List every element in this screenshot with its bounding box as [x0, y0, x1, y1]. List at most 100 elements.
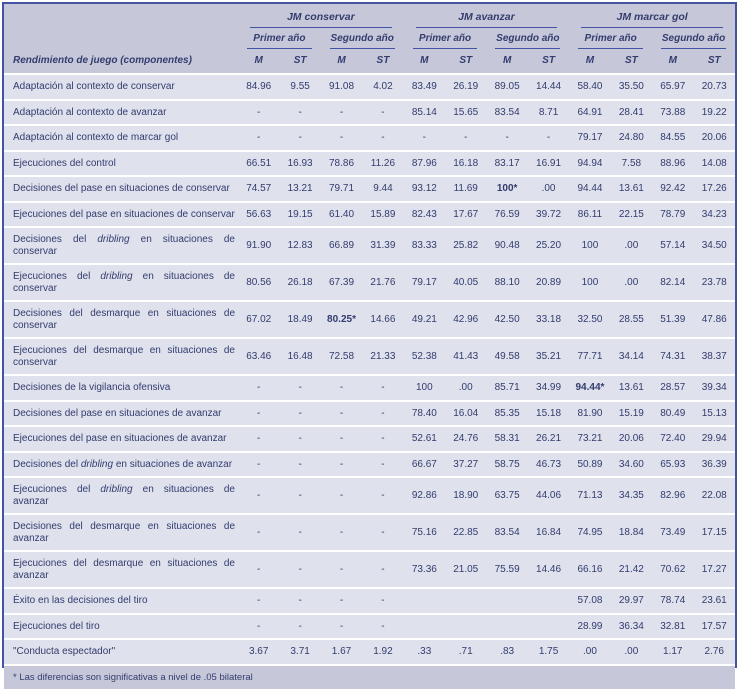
value-cell: 39.34 [693, 374, 735, 401]
value-cell [527, 587, 570, 614]
value-cell: 86.11 [569, 200, 611, 227]
value-cell: 44.06 [527, 476, 570, 514]
row-label-text: Ejecuciones del [13, 271, 101, 282]
value-cell: 46.73 [527, 450, 570, 477]
value-cell: 50.89 [569, 450, 611, 477]
value-cell: 88.10 [486, 263, 528, 301]
value-cell: 20.89 [527, 263, 570, 301]
value-cell: 85.71 [486, 374, 528, 401]
value-cell: 11.69 [445, 175, 487, 202]
value-cell: 82.96 [652, 476, 694, 514]
value-cell: - [320, 98, 363, 125]
year-header-segundo-2: Segundo año [486, 28, 570, 49]
value-cell: 42.96 [445, 300, 487, 338]
value-cell: 28.41 [610, 98, 653, 125]
row-label: Decisiones del pase en situaciones de co… [4, 175, 238, 202]
value-cell: 18.49 [279, 300, 321, 338]
value-cell: 38.37 [693, 337, 735, 375]
value-cell: 79.17 [569, 124, 611, 151]
value-cell: - [320, 450, 363, 477]
value-cell: 88.96 [652, 149, 694, 176]
row-label: Decisiones del desmarque en situaciones … [4, 513, 238, 551]
value-cell: - [279, 98, 321, 125]
value-cell: 77.71 [569, 337, 611, 375]
value-cell: 29.97 [610, 587, 653, 614]
value-cell: - [320, 425, 363, 452]
value-cell: - [320, 476, 363, 514]
row-label: Ejecuciones del tiro [4, 612, 238, 639]
value-cell: 28.99 [569, 612, 611, 639]
row-label-text: Decisiones del desmarque en situaciones … [13, 521, 235, 544]
value-cell: 80.25* [320, 300, 363, 338]
value-cell: 90.48 [486, 226, 528, 264]
row-label-text: en situaciones de avanzar [13, 484, 235, 507]
stat-header-m: M [486, 49, 528, 74]
value-cell: 34.99 [527, 374, 570, 401]
row-label-text: Ejecuciones del pase en situaciones de a… [13, 433, 227, 444]
stat-header-st: ST [527, 49, 570, 74]
value-cell: 78.40 [403, 399, 446, 426]
value-cell: 14.44 [527, 73, 570, 100]
table-row: Decisiones de la vigilancia ofensiva - - - -… [4, 374, 735, 401]
row-label: "Conducta espectador" [4, 638, 238, 665]
value-cell: 20.06 [693, 124, 735, 151]
value-cell: 42.50 [486, 300, 528, 338]
table-row: Ejecuciones del pase en situaciones de a… [4, 425, 735, 452]
value-cell: 26.18 [279, 263, 321, 301]
value-cell: 26.21 [527, 425, 570, 452]
value-cell: 16.48 [279, 337, 321, 375]
value-cell: 49.21 [403, 300, 446, 338]
table-footer: * Las diferencias son significativas a n… [4, 663, 735, 689]
value-cell: - [279, 425, 321, 452]
value-cell: 34.23 [693, 200, 735, 227]
stat-header-m: M [403, 49, 446, 74]
row-label-text: Decisiones del [13, 458, 81, 470]
value-cell: 24.76 [445, 425, 487, 452]
row-label: Ejecuciones del dribling en situaciones … [4, 476, 238, 514]
value-cell: 34.14 [610, 337, 653, 375]
row-label-text: Ejecuciones del control [13, 157, 116, 169]
row-label: Adaptación al contexto de avanzar [4, 98, 238, 125]
value-cell: 85.14 [403, 98, 446, 125]
value-cell: 16.91 [527, 149, 570, 176]
value-cell: 87.96 [403, 149, 446, 176]
stat-header-st: ST [693, 49, 735, 74]
row-label-text: Decisiones de la vigilancia ofensiva [13, 382, 171, 393]
value-cell: - [238, 98, 280, 125]
year-header-segundo-3: Segundo año [652, 28, 735, 49]
row-label: Ejecuciones del control [4, 149, 238, 176]
table-row: Ejecuciones del tiro - - - -28.99 36.34 32.81 1… [4, 612, 735, 639]
value-cell: 33.18 [527, 300, 570, 338]
value-cell: 70.62 [652, 550, 694, 588]
value-cell: 13.21 [279, 175, 321, 202]
value-cell: 94.44 [569, 175, 611, 202]
value-cell: 78.74 [652, 587, 694, 614]
row-label-text: Ejecuciones del desmarque en situaciones… [13, 558, 235, 581]
value-cell: - [320, 374, 363, 401]
row-label-text: "Conducta espectador" [13, 646, 116, 657]
value-cell: 20.73 [693, 73, 735, 100]
value-cell: 9.44 [362, 175, 404, 202]
value-cell: 65.93 [652, 450, 694, 477]
value-cell: 100 [403, 374, 446, 401]
group-header-jm-conservar: JM conservar [238, 4, 404, 28]
value-cell: 4.02 [362, 73, 404, 100]
value-cell: 35.21 [527, 337, 570, 375]
value-cell [527, 612, 570, 639]
value-cell: 23.78 [693, 263, 735, 301]
row-label: Decisiones del desmarque en situaciones … [4, 300, 238, 338]
year-header-primer-1: Primer año [238, 28, 321, 49]
value-cell: - [279, 450, 321, 477]
stat-header-st: ST [610, 49, 653, 74]
value-cell: 74.31 [652, 337, 694, 375]
value-cell: 91.08 [320, 73, 363, 100]
value-cell: 57.08 [569, 587, 611, 614]
table-row: Ejecuciones del desmarque en situaciones… [4, 550, 735, 588]
value-cell: 57.14 [652, 226, 694, 264]
value-cell: 25.82 [445, 226, 487, 264]
value-cell: - [238, 425, 280, 452]
value-cell: - [279, 374, 321, 401]
value-cell: - [320, 587, 363, 614]
row-label-italic-term: dribling [100, 271, 133, 282]
